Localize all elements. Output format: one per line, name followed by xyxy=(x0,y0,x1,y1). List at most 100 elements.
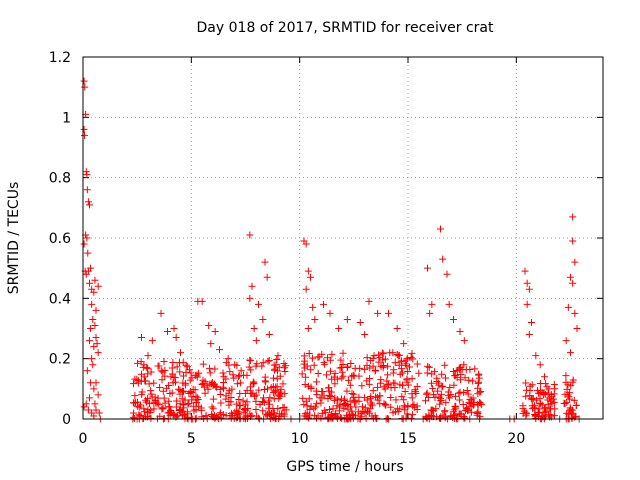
data-point xyxy=(408,411,416,419)
data-point xyxy=(334,396,342,404)
data-point xyxy=(83,367,91,375)
data-point xyxy=(313,378,321,386)
data-point xyxy=(199,360,207,368)
data-point xyxy=(422,397,430,405)
data-point xyxy=(366,374,374,382)
data-point xyxy=(396,381,404,389)
data-point xyxy=(375,358,383,366)
data-point xyxy=(148,337,156,345)
data-point xyxy=(93,340,101,348)
data-point xyxy=(352,411,360,419)
data-point xyxy=(391,359,399,367)
data-point xyxy=(298,370,306,378)
data-point xyxy=(318,409,326,417)
data-point xyxy=(179,387,187,395)
data-point xyxy=(246,294,254,302)
data-point xyxy=(263,273,271,281)
data-point xyxy=(381,355,389,363)
data-point xyxy=(314,412,322,420)
data-point xyxy=(158,405,166,413)
data-point xyxy=(379,362,387,370)
data-point xyxy=(376,400,384,408)
y-tick-label: 0.2 xyxy=(49,352,71,368)
data-point xyxy=(346,410,354,418)
data-point xyxy=(441,408,449,416)
data-point xyxy=(465,398,473,406)
data-point xyxy=(343,387,351,395)
data-point xyxy=(177,349,184,357)
data-point xyxy=(424,264,431,272)
data-point xyxy=(425,363,433,371)
data-point xyxy=(224,355,232,363)
y-tick-label: 0.6 xyxy=(49,231,71,247)
data-point xyxy=(161,366,169,374)
data-point xyxy=(374,396,382,404)
data-point xyxy=(217,399,225,407)
data-point xyxy=(237,379,245,387)
data-point xyxy=(340,401,348,409)
data-point xyxy=(182,368,190,376)
data-point xyxy=(391,384,399,392)
data-point xyxy=(311,315,319,323)
data-point xyxy=(436,400,444,408)
data-point xyxy=(523,300,531,308)
data-point xyxy=(244,405,252,413)
data-point xyxy=(523,279,531,287)
data-point xyxy=(150,379,158,387)
data-point xyxy=(562,337,570,345)
data-point xyxy=(183,414,191,422)
data-point xyxy=(452,392,460,400)
data-point xyxy=(165,397,173,405)
data-point xyxy=(369,362,377,370)
data-point xyxy=(92,306,100,314)
data-point xyxy=(307,366,315,374)
data-point xyxy=(550,398,558,406)
data-point xyxy=(403,354,411,362)
data-point xyxy=(140,405,148,413)
data-point xyxy=(220,373,228,381)
data-point xyxy=(87,325,95,332)
data-point xyxy=(567,273,574,281)
data-point xyxy=(357,410,365,418)
data-point xyxy=(389,379,397,387)
data-point xyxy=(458,366,466,374)
data-point xyxy=(343,315,351,323)
data-point xyxy=(155,400,163,408)
data-point xyxy=(314,369,322,377)
data-point xyxy=(380,383,388,391)
data-point xyxy=(321,360,329,368)
data-points xyxy=(80,77,583,423)
data-point xyxy=(252,397,260,405)
data-point xyxy=(566,395,574,403)
data-point xyxy=(272,412,280,420)
data-point xyxy=(567,349,574,357)
data-point xyxy=(366,395,374,403)
data-point xyxy=(235,372,243,380)
data-point xyxy=(173,363,181,371)
data-point xyxy=(366,364,374,372)
data-point xyxy=(444,392,452,400)
data-point xyxy=(569,237,577,245)
data-point xyxy=(219,369,227,377)
data-point xyxy=(89,315,97,323)
data-point xyxy=(406,363,414,371)
data-point xyxy=(141,377,149,385)
data-point xyxy=(374,383,382,391)
data-point xyxy=(408,349,416,357)
data-point xyxy=(519,402,527,410)
data-point xyxy=(567,382,575,390)
data-point xyxy=(84,198,92,206)
x-tick-label: 5 xyxy=(187,431,196,447)
data-point xyxy=(213,383,221,391)
data-point xyxy=(137,377,145,385)
data-point xyxy=(410,401,418,409)
data-point xyxy=(131,375,139,383)
data-point xyxy=(389,409,397,417)
data-point xyxy=(259,407,267,415)
data-point xyxy=(412,390,420,398)
data-point xyxy=(569,279,577,287)
data-point xyxy=(532,352,540,360)
data-point xyxy=(261,258,269,266)
data-point xyxy=(229,371,237,379)
data-point xyxy=(209,405,217,413)
